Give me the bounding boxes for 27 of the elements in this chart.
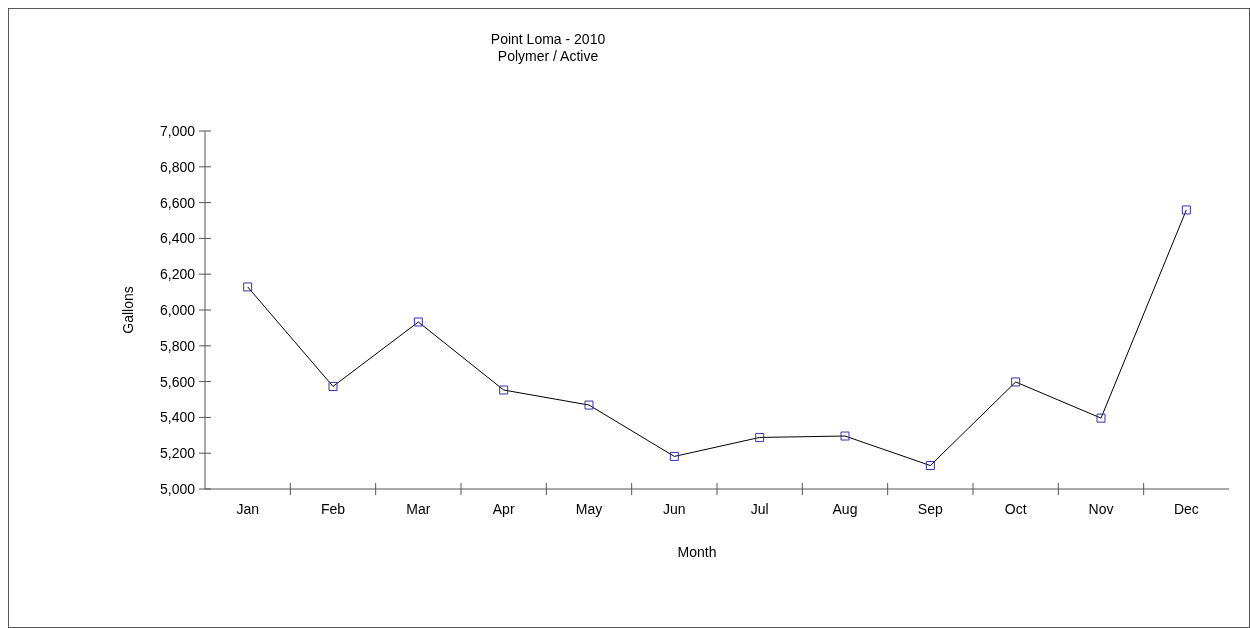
chart-title: Point Loma - 2010 (490, 31, 606, 47)
x-tick-label: Oct (1004, 501, 1027, 517)
y-tick-label: 5,200 (159, 445, 196, 462)
x-tick-label: Aug (832, 501, 858, 517)
y-tick-label: 5,600 (159, 373, 196, 390)
x-tick-label: Mar (406, 501, 431, 517)
y-tick-label: 7,000 (159, 122, 196, 139)
x-tick-label: Feb (320, 501, 346, 517)
x-tick-label: Jun (663, 501, 686, 517)
y-tick-label: 6,000 (159, 301, 196, 318)
x-tick-label: Jan (236, 501, 259, 517)
x-tick-label: Sep (917, 501, 943, 517)
y-tick-label: 5,800 (159, 337, 196, 354)
x-tick-label: Dec (1173, 501, 1199, 517)
y-axis-title: Gallons (120, 286, 136, 334)
chart-subtitle: Polymer / Active (497, 48, 599, 64)
y-tick-label: 5,000 (159, 480, 196, 497)
x-tick-label: May (575, 501, 603, 517)
y-tick-label: 6,600 (159, 194, 196, 211)
x-tick-label: Jul (750, 501, 769, 517)
x-tick-label: Apr (492, 501, 515, 517)
y-tick-label: 6,400 (159, 230, 196, 247)
x-tick-label: Nov (1088, 501, 1114, 517)
y-tick-label: 6,200 (159, 266, 196, 283)
y-tick-label: 6,800 (159, 158, 196, 175)
x-axis-title: Month (677, 544, 717, 560)
y-tick-label: 5,400 (159, 409, 196, 426)
